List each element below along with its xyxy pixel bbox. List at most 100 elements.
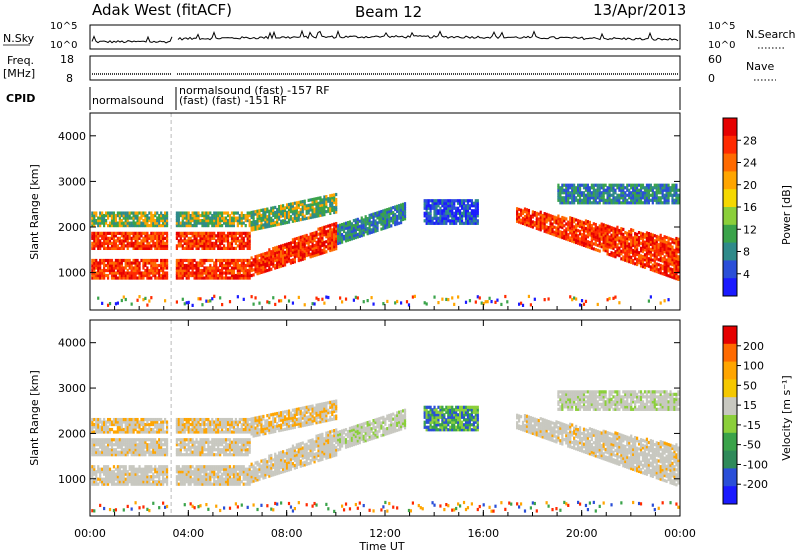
heat-cell [124,450,127,454]
heat-cell [626,256,629,261]
heat-cell [226,213,230,218]
heat-cell [183,239,186,243]
heat-cell [183,448,186,452]
heat-cell [319,234,322,238]
heat-cell [543,222,546,226]
heat-cell [248,239,251,243]
heat-cell [128,430,131,434]
heat-cell [470,216,473,220]
heat-cell [435,201,438,205]
heat-cell [181,297,184,301]
heat-cell [191,504,194,508]
heat-cell [293,219,296,223]
heat-cell [108,477,112,481]
heat-cell [639,193,643,197]
heat-cell [185,443,188,447]
heat-cell [104,440,108,444]
heat-cell [175,246,178,251]
heat-cell [281,246,285,250]
heat-cell [655,269,658,274]
heat-cell [252,225,255,229]
heat-cell [331,193,334,197]
heat-cell [675,239,678,243]
heat-cell [616,193,619,197]
freq-tick-bottom: 8 [66,72,73,85]
heat-cell [203,234,206,238]
heat-cell [108,261,112,265]
heat-cell [197,450,200,454]
heat-cell [140,445,143,449]
heat-cell [207,268,210,273]
heat-cell [441,201,444,205]
heat-cell [565,237,568,241]
heat-cell [120,231,123,235]
heat-cell [207,216,210,220]
heat-cell [270,216,273,220]
heat-cell [142,443,145,447]
heat-cell [128,422,131,427]
heat-cell [163,505,167,509]
heat-cell [608,296,611,301]
heat-cell [356,232,359,237]
heat-cell [584,219,588,223]
heat-cell [112,246,116,251]
heat-cell [138,448,141,452]
heat-cell [673,193,676,197]
heat-cell [144,477,147,481]
heat-cell [189,236,192,240]
heat-cell [254,225,257,229]
heat-cell [647,196,650,200]
heat-cell [571,186,574,190]
heat-cell [207,273,210,278]
heat-cell [181,273,184,278]
heat-cell [142,425,145,429]
heat-cell [325,225,328,229]
nsky-panel-frame [89,24,681,50]
heat-cell [571,188,574,192]
heat-cell [612,254,615,258]
heat-cell [567,186,570,190]
heat-cell [110,244,114,248]
heat-cell [521,211,525,216]
heat-cell [401,212,405,217]
heat-cell [258,301,261,305]
heat-cell [148,234,151,238]
heat-cell [132,276,135,280]
heat-cell [458,199,462,203]
heat-cell [112,221,116,225]
heat-cell [317,206,320,210]
heat-cell [364,227,367,231]
heat-cell [590,236,593,240]
heat-cell [197,420,200,424]
heat-cell [152,438,155,442]
station-title: Adak West (fitACF) [92,1,232,19]
heat-cell [287,252,291,256]
heat-cell [592,227,595,231]
heat-cell [126,236,129,240]
heat-cell [219,258,222,263]
heat-cell [622,255,625,259]
heat-cell [108,422,112,427]
heat-cell [140,234,143,238]
heat-cell [134,472,137,476]
heat-cell [470,221,473,225]
heat-cell [287,207,291,212]
heat-cell [303,247,306,251]
heat-cell [158,465,161,469]
heat-cell [132,438,135,442]
heat-cell [154,236,157,240]
heat-cell [571,221,574,226]
heat-cell [185,477,188,481]
heat-cell [283,258,287,262]
heat-cell [301,252,304,256]
heat-cell [425,204,428,208]
heat-cell [622,245,625,249]
heat-cell [136,475,139,479]
heat-cell [103,268,106,273]
heat-cell [142,263,145,268]
heat-cell [154,244,157,248]
heat-cell [209,244,212,248]
heat-cell [195,216,198,220]
heat-cell [185,211,188,215]
